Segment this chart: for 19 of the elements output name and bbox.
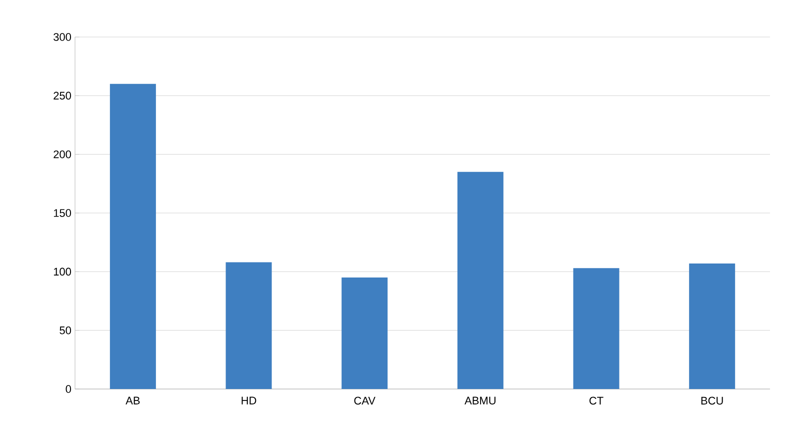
bar [689,263,736,389]
y-tick-label: 250 [54,92,72,100]
bar [457,172,504,389]
x-tick-label: CAV [354,396,376,405]
y-tick-label: 50 [60,326,72,334]
bar [226,262,272,389]
x-tick-label: CT [589,396,604,405]
x-tick-label: HD [242,396,256,404]
x-tick-label: AB [126,396,140,404]
x-tick-label: ABMU [464,396,496,404]
bar [573,268,620,389]
bar [110,84,156,389]
y-tick-label: 200 [54,150,72,158]
y-tick-label: 150 [54,209,72,217]
y-tick-label: 300 [54,33,72,41]
bar [342,278,388,389]
y-tick-label: 100 [54,268,72,276]
x-tick-label: BCU [701,396,723,405]
y-tick-label: 0 [66,385,72,393]
